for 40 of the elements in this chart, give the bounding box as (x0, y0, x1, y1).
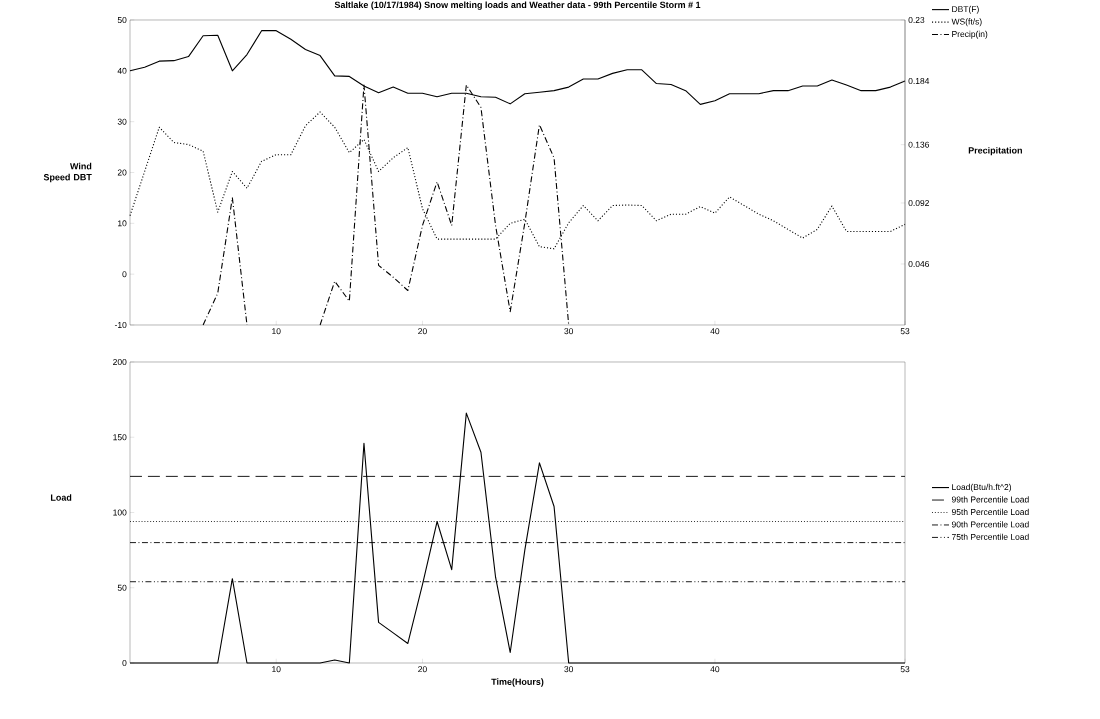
y2-tick-label: 0.184 (908, 78, 930, 84)
x-tick-label: 53 (900, 328, 910, 335)
y2-tick-label: 0.23 (908, 17, 925, 23)
x-tick-label: 40 (710, 328, 720, 335)
x-tick-label: 53 (900, 666, 910, 673)
y-tick-label: 100 (113, 509, 127, 516)
x-tick-label: 30 (564, 666, 574, 673)
y-tick-label: 20 (117, 169, 127, 176)
legend-label: WS(ft/s) (951, 18, 982, 27)
legend-label: 95th Percentile Load (951, 508, 1029, 515)
y2-tick-label: 0.046 (908, 261, 930, 267)
y2-tick-label: 0.136 (908, 141, 930, 148)
legend-label: Load(Btu/h.ft^2) (952, 483, 1012, 492)
y-axis-title: Load (50, 494, 72, 501)
y-tick-label: 30 (117, 118, 127, 125)
y-tick-label: 40 (117, 67, 127, 74)
y-tick-label: 10 (118, 220, 127, 227)
x-tick-label: 20 (418, 666, 427, 673)
y-tick-label: 50 (117, 584, 127, 591)
legend-label: Precip(in) (952, 30, 988, 39)
legend-label: DBT(F) (952, 5, 979, 14)
y2-tick-label: 0.092 (908, 200, 929, 206)
x-tick-label: 40 (710, 666, 720, 673)
y-tick-label: 150 (113, 434, 127, 441)
x-axis-title: Time(Hours) (491, 678, 544, 687)
y2-axis-title: Precipitation (968, 146, 1022, 156)
x-tick-label: 10 (272, 328, 281, 335)
y-tick-label: 0 (122, 660, 127, 666)
legend-label: 90th Percentile Load (951, 521, 1029, 528)
x-tick-label: 30 (564, 328, 574, 335)
legend-label: 99th Percentile Load (951, 496, 1029, 503)
x-tick-label: 10 (272, 666, 281, 673)
legend-label: 75th Percentile Load (951, 533, 1029, 540)
chart-title: Saltlake (10/17/1984) Snow melting loads and Weather data - 99th Percentile Storm # 1 (334, 1, 701, 10)
y-tick-label: 0 (122, 271, 127, 278)
y-axis-title: Wind Speed DBT (43, 162, 92, 183)
y-tick-label: 50 (117, 17, 127, 23)
y-tick-label: 200 (113, 359, 127, 365)
x-tick-label: 20 (418, 328, 427, 335)
y-tick-label: -10 (114, 322, 127, 328)
